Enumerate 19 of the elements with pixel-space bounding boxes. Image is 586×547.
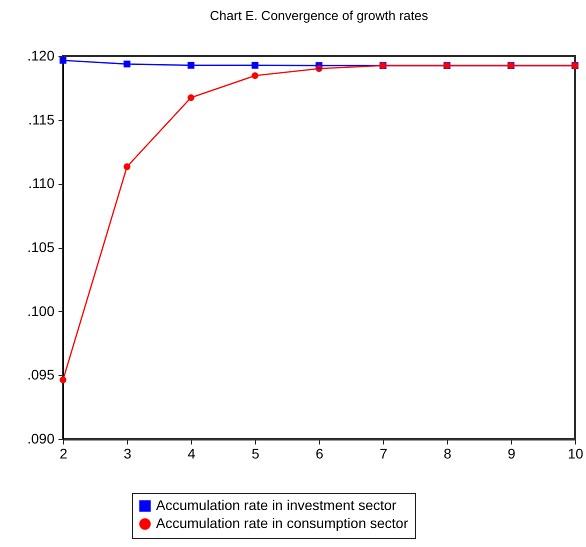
x-tick-label: 6 (316, 446, 324, 462)
x-tick-label: 10 (568, 446, 584, 462)
chart-title: Chart E. Convergence of growth rates (210, 8, 429, 23)
x-tick-label: 7 (380, 446, 388, 462)
y-tick-label: .095 (27, 366, 55, 383)
legend-label: Accumulation rate in consumption sector (156, 515, 408, 531)
x-tick-label: 2 (60, 446, 68, 462)
x-tick-label: 5 (252, 446, 260, 462)
legend-label: Accumulation rate in investment sector (156, 497, 397, 513)
y-tick-label: .090 (27, 430, 55, 446)
y-tick-label: .115 (28, 111, 55, 128)
x-tick-label: 9 (508, 446, 516, 462)
x-tick-label: 4 (188, 446, 196, 462)
y-tick-label: .110 (28, 175, 55, 192)
y-tick-label: .100 (27, 302, 55, 319)
y-tick-label: .120 (27, 48, 55, 64)
x-tick-label: 8 (444, 446, 452, 462)
y-tick-label: .105 (27, 239, 55, 255)
x-tick-label: 3 (124, 446, 132, 462)
